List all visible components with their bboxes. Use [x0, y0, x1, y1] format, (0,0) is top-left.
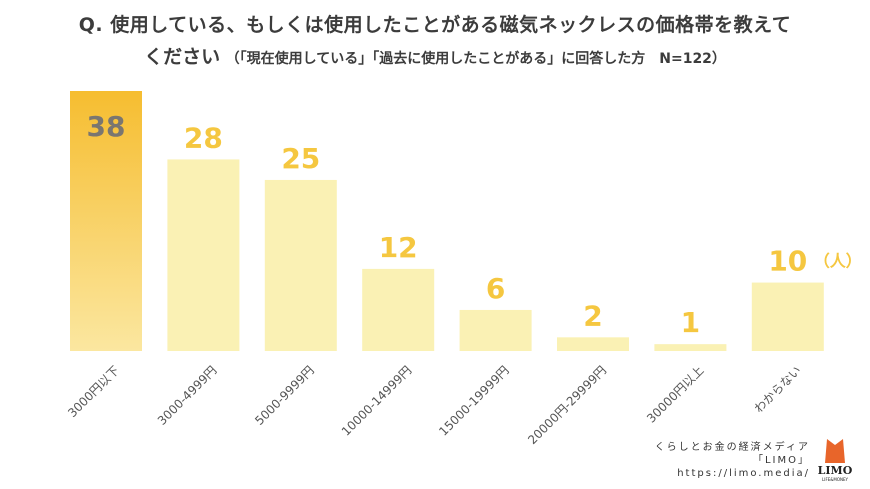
- x-tick-label: 20000円-29999円: [525, 363, 609, 447]
- brand-tagline: くらしとお金の経済メディア: [654, 442, 810, 453]
- x-tick-label: 3000-4999円: [155, 363, 220, 428]
- x-tick-label: 30000円以上: [644, 363, 706, 425]
- x-tick-label: わからない: [752, 363, 804, 415]
- bar: [751, 282, 824, 351]
- data-label: 28: [184, 121, 223, 154]
- brand-url: https://limo.media/: [677, 468, 810, 479]
- data-label: 1: [681, 306, 700, 339]
- chart-title: Q. 使用している、もしくは使用したことがある磁気ネックレスの価格帯を教えて: [78, 14, 792, 36]
- x-tick-label: 10000-14999円: [339, 363, 414, 438]
- bar: [264, 179, 337, 351]
- chart-subtitle: ください （「現在使用している」「過去に使用したことがある」に回答した方 N=1…: [0, 42, 870, 69]
- bar: [167, 159, 240, 351]
- svg-text:LIMO: LIMO: [818, 464, 853, 477]
- limo-logo: LIMO LIFE&MONEY: [815, 437, 855, 483]
- data-label: 12: [379, 231, 418, 264]
- unit-label: （人）: [814, 252, 862, 271]
- svg-text:LIFE&MONEY: LIFE&MONEY: [822, 477, 848, 482]
- data-label: 2: [583, 299, 602, 332]
- x-tick-label: 3000円以下: [65, 363, 122, 420]
- fox-icon: LIMO LIFE&MONEY: [818, 439, 853, 482]
- x-tick-label: 15000-19999円: [436, 363, 511, 438]
- bar: [654, 344, 727, 351]
- chart-title-cont: ください: [144, 46, 221, 68]
- brand-block: くらしとお金の経済メディア 「LIMO」 https://limo.media/: [655, 441, 810, 480]
- bar: [362, 268, 435, 351]
- bar: [557, 337, 629, 351]
- chart-note: （「現在使用している」「過去に使用したことがある」に回答した方 N=122）: [225, 51, 726, 67]
- x-tick-label: 5000-9999円: [252, 363, 317, 428]
- data-label: 25: [281, 142, 320, 175]
- bar: [70, 91, 142, 351]
- data-label: 10: [768, 245, 807, 278]
- bar: [459, 309, 532, 351]
- brand-name: 「LIMO」: [752, 455, 810, 466]
- data-label: 38: [87, 110, 126, 143]
- data-label: 6: [486, 272, 505, 305]
